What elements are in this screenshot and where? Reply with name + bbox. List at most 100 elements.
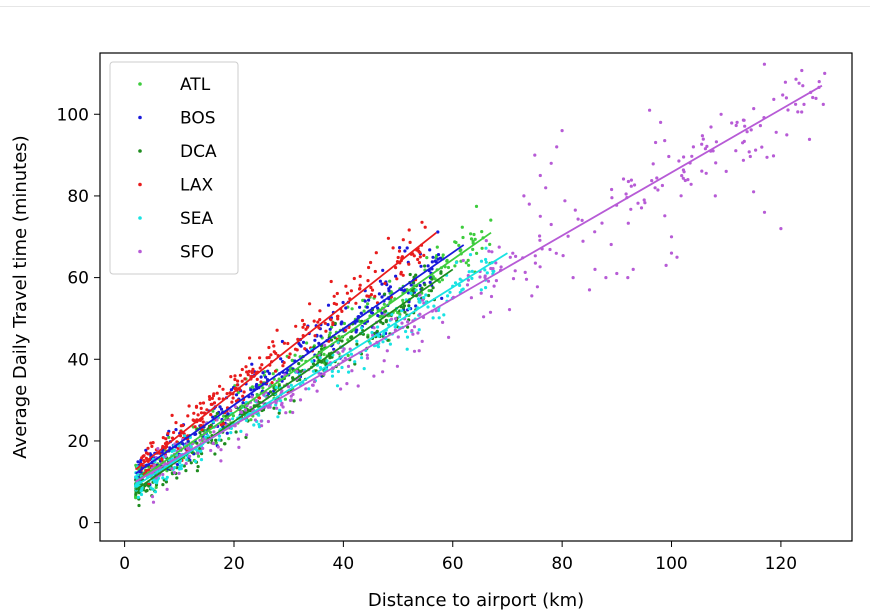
data-point [407, 304, 411, 308]
data-point [333, 336, 337, 340]
data-point [208, 430, 212, 434]
data-point [440, 278, 444, 282]
data-point [636, 201, 640, 205]
data-point [144, 451, 149, 455]
data-point [376, 345, 381, 349]
data-point [226, 412, 230, 416]
data-point [797, 81, 801, 85]
data-point [538, 173, 542, 178]
data-point [445, 258, 449, 262]
data-point [468, 253, 473, 257]
data-point [165, 487, 169, 491]
data-point [254, 399, 258, 403]
data-point [326, 303, 331, 307]
data-point [527, 202, 531, 206]
data-point [149, 486, 153, 490]
data-point [734, 149, 738, 153]
data-point [329, 318, 333, 322]
data-point [210, 396, 214, 400]
data-point [331, 321, 335, 325]
data-point [326, 323, 330, 327]
data-point [653, 186, 657, 190]
data-point [366, 335, 370, 339]
data-point [212, 430, 216, 434]
data-point [219, 423, 223, 427]
data-point [401, 273, 405, 277]
data-point [461, 235, 465, 240]
data-point [659, 120, 663, 124]
data-point [245, 433, 249, 437]
data-point [291, 410, 295, 415]
data-point [172, 448, 176, 452]
data-point [283, 397, 287, 401]
x-axis-ticks: 0 20 40 60 80 100 120 [119, 541, 797, 574]
data-point [359, 311, 363, 315]
data-point [576, 217, 580, 221]
data-point [533, 254, 537, 258]
data-point [340, 309, 344, 313]
data-point [821, 102, 825, 106]
data-point [280, 403, 284, 407]
data-point [701, 137, 705, 141]
data-point [211, 415, 215, 419]
data-point [233, 377, 237, 382]
data-point [433, 277, 437, 281]
data-point [817, 80, 821, 84]
data-point [170, 467, 174, 471]
data-point [412, 325, 417, 329]
data-point [346, 338, 350, 342]
series-sfo-points [150, 62, 827, 504]
data-point [170, 449, 174, 453]
data-point [369, 285, 373, 290]
data-point [400, 321, 404, 325]
data-point [438, 256, 442, 260]
data-point [610, 196, 614, 200]
data-point [134, 475, 138, 479]
data-point [508, 255, 512, 259]
data-point [375, 329, 379, 333]
data-point [174, 428, 178, 432]
data-point [507, 308, 512, 312]
data-point [626, 221, 630, 225]
data-point [407, 262, 411, 266]
data-point [479, 259, 484, 263]
data-point [760, 145, 764, 149]
data-point [164, 454, 168, 458]
data-point [236, 379, 240, 383]
data-point [811, 95, 815, 100]
data-point [748, 154, 752, 159]
legend-label-bos: BOS [180, 109, 216, 129]
data-point [219, 448, 223, 452]
data-point [215, 391, 219, 395]
data-point [307, 387, 311, 391]
data-point [405, 246, 409, 250]
data-point [734, 123, 738, 128]
data-point [185, 446, 190, 450]
data-point [136, 495, 140, 499]
data-point [198, 431, 202, 435]
data-point [783, 80, 788, 84]
data-point [186, 414, 190, 418]
data-point [250, 362, 254, 366]
data-point [406, 325, 410, 329]
data-point [172, 430, 176, 435]
data-point [327, 333, 331, 337]
data-point [233, 374, 237, 378]
data-point [374, 251, 378, 255]
data-point [388, 291, 392, 295]
data-point [175, 476, 179, 480]
data-point [396, 335, 400, 339]
data-point [136, 473, 140, 477]
data-point [179, 424, 183, 428]
data-point [431, 286, 435, 290]
data-point [749, 128, 753, 132]
data-point [384, 309, 388, 313]
data-point [229, 431, 233, 435]
data-point [261, 386, 265, 390]
data-point [380, 282, 384, 286]
data-point [182, 434, 187, 438]
data-point [140, 456, 144, 460]
data-point [538, 234, 542, 238]
data-point [318, 356, 322, 360]
data-point [555, 145, 559, 149]
